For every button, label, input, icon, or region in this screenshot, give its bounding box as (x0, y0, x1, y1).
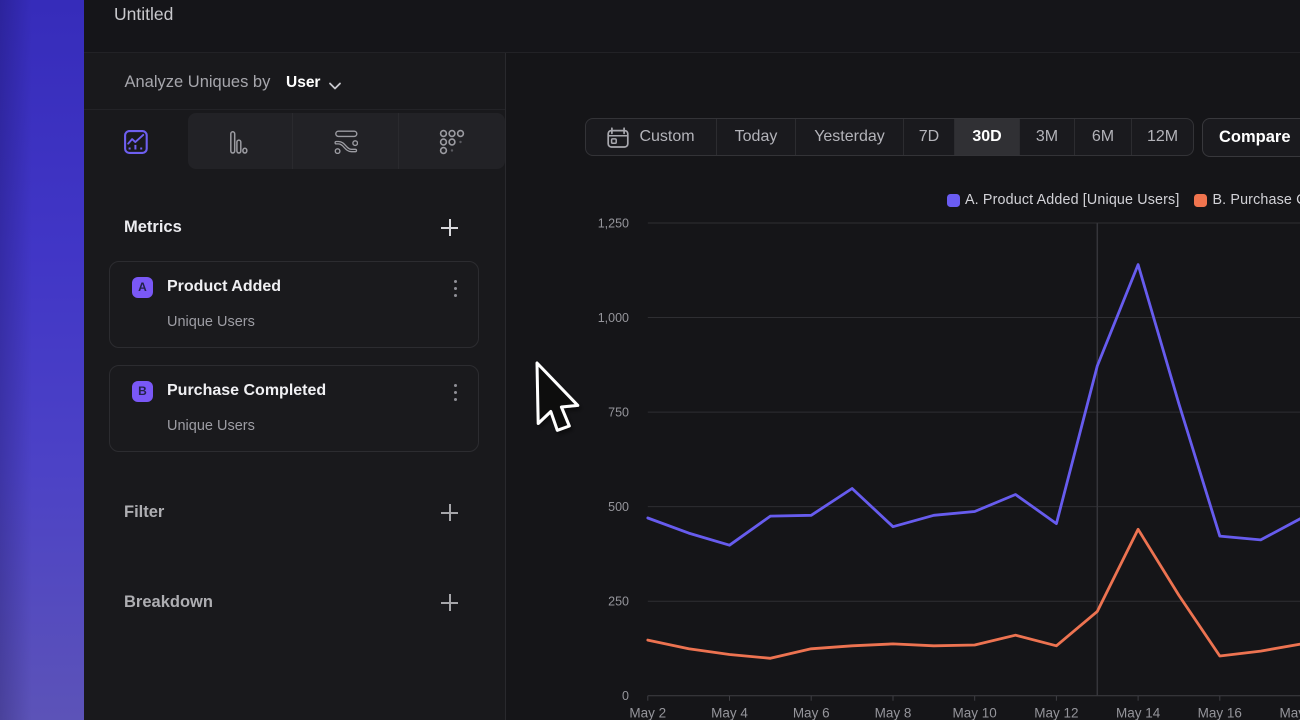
svg-text:May 10: May 10 (953, 706, 997, 720)
svg-text:May 6: May 6 (793, 706, 830, 720)
svg-text:May 16: May 16 (1198, 706, 1242, 720)
svg-text:May 4: May 4 (711, 706, 748, 720)
svg-text:May 2: May 2 (629, 706, 666, 720)
svg-text:May 18: May 18 (1279, 706, 1300, 720)
svg-text:250: 250 (608, 595, 629, 609)
svg-text:500: 500 (608, 500, 629, 514)
svg-text:May 12: May 12 (1034, 706, 1078, 720)
svg-text:750: 750 (608, 406, 629, 420)
svg-text:May 14: May 14 (1116, 706, 1161, 720)
svg-text:May 8: May 8 (875, 706, 912, 720)
svg-text:1,250: 1,250 (598, 217, 629, 231)
svg-text:1,000: 1,000 (598, 311, 629, 325)
svg-text:0: 0 (622, 689, 629, 703)
